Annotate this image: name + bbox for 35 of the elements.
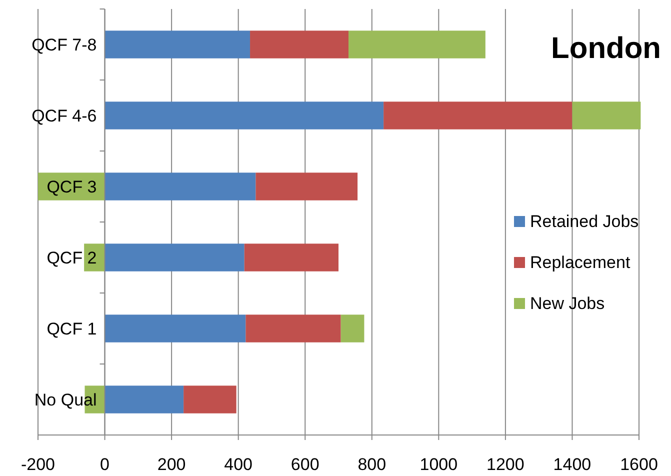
y-tick-label: QCF 4-6 [32,106,97,126]
bar [256,172,358,200]
text: London [551,32,661,65]
bar [384,102,572,130]
bar [244,244,338,272]
x-tick-label: 1400 [553,455,592,474]
x-tick-label: -200 [20,455,56,474]
bar [246,314,341,342]
y-tick-label: QCF 3 [46,178,97,196]
bar [104,386,184,414]
x-tick-label: 800 [358,455,386,474]
y-tick-label: QCF 2 [46,248,97,268]
x-tick-label: 0 [100,455,110,474]
bar [340,314,364,342]
x-tick-label: 200 [157,455,186,474]
x-tick-label: 1000 [420,455,458,474]
y-tick-label: QCF 7-8 [32,36,97,54]
x-tick-label: 400 [224,455,253,474]
bar [348,30,486,58]
x-tick-label: 1200 [486,455,524,474]
legend-label: Replacement [530,253,630,272]
x-tick-label: 1600 [620,455,658,474]
bar [104,314,246,342]
legend-label: New Jobs [530,294,605,313]
legend-label: Retained Jobs [530,212,639,231]
bar [104,30,250,58]
bar [184,386,236,414]
bar [104,244,244,272]
bar [84,244,105,272]
y-tick-label: QCF 1 [46,320,97,338]
bar [250,30,349,58]
bar [572,102,641,130]
x-tick-label: 600 [290,455,320,474]
bar [104,102,384,130]
bar [104,172,256,200]
